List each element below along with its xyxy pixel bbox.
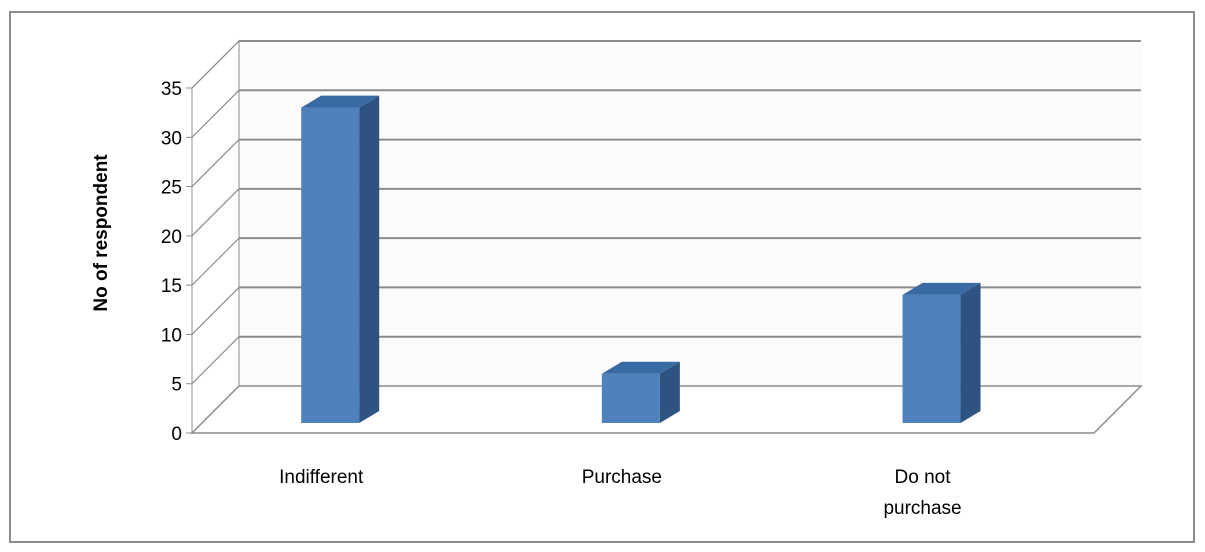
x-tick-label: Purchase <box>582 467 662 488</box>
gridline-side <box>191 336 240 385</box>
x-tick-label-line: Do not <box>895 467 952 488</box>
x-axis-labels: Indifferent Purchase Do not purchase <box>279 467 961 519</box>
x-tick-label-line: purchase <box>883 498 961 519</box>
y-tick-label: 10 <box>161 325 182 346</box>
y-tick-label: 15 <box>161 276 182 297</box>
bar <box>601 373 660 423</box>
x-tick-label-line: Purchase <box>582 467 662 488</box>
y-tick-label: 0 <box>171 424 182 445</box>
y-tick-label: 35 <box>161 79 182 100</box>
bar-side <box>359 95 380 424</box>
chart-svg: 0 5 10 15 20 25 30 35 Indifferent Purchase Do not… <box>91 39 1143 519</box>
gridline-side <box>191 89 240 138</box>
x-tick-label: Indifferent <box>279 467 364 488</box>
gridline-side <box>191 188 240 237</box>
bars <box>301 95 981 424</box>
gridline-side <box>191 237 240 286</box>
y-tick-label: 20 <box>161 227 182 248</box>
bar-side <box>960 282 981 423</box>
bar-side <box>659 361 680 423</box>
side-wall <box>191 39 240 435</box>
bar-top <box>301 95 380 108</box>
gridline-side <box>191 287 240 335</box>
y-axis-label: No of respondent <box>91 154 112 312</box>
y-tick-label: 5 <box>171 375 182 396</box>
gridline-side <box>191 139 240 187</box>
bar <box>902 294 961 423</box>
chart-frame: 0 5 10 15 20 25 30 35 Indifferent Purchase Do not… <box>9 11 1195 543</box>
x-tick-label: Do not purchase <box>883 467 961 519</box>
gridline-side <box>191 40 240 89</box>
bar-top <box>902 282 981 295</box>
y-tick-label: 25 <box>161 178 182 199</box>
x-tick-label-line: Indifferent <box>279 467 364 488</box>
y-tick-label: 30 <box>161 128 182 149</box>
bar <box>301 107 360 424</box>
gridlines <box>191 40 1141 433</box>
y-axis-ticks: 0 5 10 15 20 25 30 35 <box>161 79 192 445</box>
bar-top <box>601 361 680 374</box>
